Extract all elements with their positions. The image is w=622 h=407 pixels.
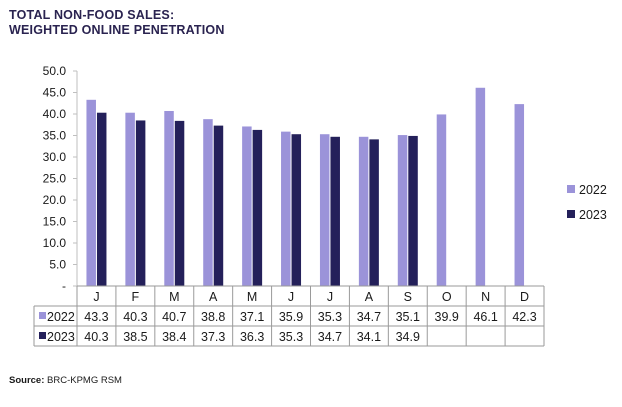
bar-2023-8 (369, 139, 379, 286)
data-label: 34.9 (396, 330, 420, 344)
data-label: 40.3 (84, 330, 108, 344)
x-category-label: J (288, 290, 294, 304)
x-category-label: S (404, 290, 412, 304)
x-category-label: A (365, 290, 374, 304)
data-label: 38.8 (201, 310, 225, 324)
table-series-label: 2023 (47, 330, 75, 344)
bar-2022-9 (397, 135, 408, 286)
data-label: 39.9 (435, 310, 459, 324)
data-label: 35.3 (318, 310, 342, 324)
legend-label: 2022 (579, 183, 607, 197)
data-label: 35.1 (396, 310, 420, 324)
y-tick-label: 15.0 (43, 215, 67, 229)
legend-key-2022 (567, 185, 575, 193)
bar-2023-5 (252, 129, 263, 286)
bar-2023-4 (213, 125, 224, 286)
bar-2022-7 (319, 134, 330, 286)
bar-2022-12 (514, 104, 525, 286)
data-label: 38.5 (123, 330, 147, 344)
bar-2022-4 (203, 119, 213, 286)
source-label: Source: (9, 375, 45, 386)
data-label: 35.9 (279, 310, 303, 324)
table-series-label: 2022 (47, 310, 75, 324)
data-label: 35.3 (279, 330, 303, 344)
x-category-label: F (132, 290, 140, 304)
y-tick-label: 10.0 (43, 236, 67, 250)
x-category-label: M (169, 290, 179, 304)
bar-2022-2 (125, 112, 135, 287)
x-category-label: N (481, 290, 490, 304)
y-tick-label: 5.0 (49, 258, 66, 272)
bar-2022-6 (281, 131, 291, 286)
data-label: 38.4 (162, 330, 186, 344)
data-label: 46.1 (473, 310, 497, 324)
chart-title: TOTAL NON-FOOD SALES: WEIGHTED ONLINE PE… (9, 8, 225, 38)
table-legend-key-2022 (39, 312, 46, 319)
title-line-1: TOTAL NON-FOOD SALES: (9, 8, 175, 22)
bar-2023-7 (330, 136, 340, 286)
y-tick-label: 25.0 (43, 172, 67, 186)
x-category-label: D (520, 290, 529, 304)
bar-2022-10 (436, 114, 447, 287)
data-label: 34.7 (357, 310, 381, 324)
data-label: 42.3 (512, 310, 536, 324)
x-category-label: J (327, 290, 333, 304)
y-tick-label: 45.0 (43, 86, 67, 100)
y-tick-label: 40.0 (43, 107, 67, 121)
data-label: 40.3 (123, 310, 147, 324)
x-category-label: J (93, 290, 99, 304)
bar-2023-2 (135, 120, 146, 286)
title-line-2: WEIGHTED ONLINE PENETRATION (9, 23, 225, 37)
source-text: BRC-KPMG RSM (47, 375, 122, 386)
data-label: 40.7 (162, 310, 186, 324)
x-category-label: A (209, 290, 218, 304)
data-label: 36.3 (240, 330, 264, 344)
y-tick-label: 50.0 (43, 64, 67, 78)
bar-2022-3 (164, 110, 174, 287)
legend-label: 2023 (579, 208, 607, 222)
bar-2022-8 (358, 136, 369, 286)
bar-2022-1 (86, 99, 96, 286)
y-tick-label: - (62, 279, 66, 293)
data-label: 34.7 (318, 330, 342, 344)
data-label: 37.3 (201, 330, 225, 344)
legend-key-2023 (567, 210, 575, 218)
bar-2023-9 (408, 135, 418, 286)
data-label: 43.3 (84, 310, 108, 324)
bar-2022-5 (242, 126, 252, 286)
data-label: 37.1 (240, 310, 264, 324)
source-note: Source: BRC-KPMG RSM (9, 375, 122, 386)
y-tick-label: 35.0 (43, 129, 67, 143)
bar-2023-6 (291, 134, 302, 286)
bar-2022-11 (475, 87, 486, 287)
table-legend-key-2023 (39, 332, 46, 339)
y-tick-label: 30.0 (43, 150, 67, 164)
bar-2023-3 (174, 120, 185, 286)
x-category-label: M (247, 290, 257, 304)
y-tick-label: 20.0 (43, 193, 67, 207)
x-category-label: O (442, 290, 452, 304)
data-label: 34.1 (357, 330, 381, 344)
bar-2023-1 (96, 112, 107, 287)
